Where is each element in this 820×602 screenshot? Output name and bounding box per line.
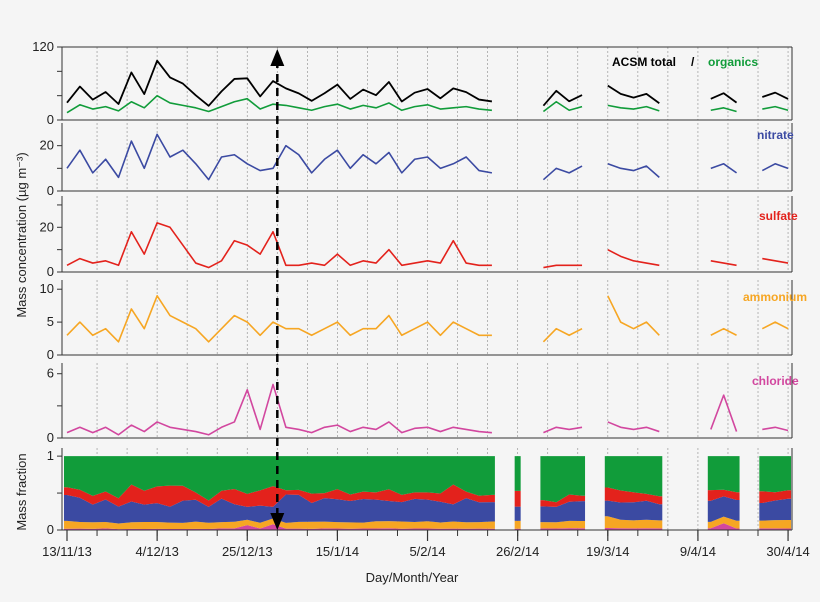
fraction-area-nitrate: [64, 494, 495, 524]
event-marker-arrow: [270, 49, 285, 530]
fraction-area-chloride: [64, 524, 495, 530]
fraction-area-sulfate: [540, 494, 586, 507]
fraction-area-ammonium: [514, 520, 521, 529]
fraction-area-organics: [604, 456, 663, 497]
fraction-area-ammonium: [707, 516, 740, 529]
fraction-area-chloride: [707, 523, 740, 530]
y-tick-label: 0: [47, 264, 54, 279]
fraction-area-ammonium: [604, 516, 663, 529]
fraction-area-ammonium: [759, 519, 792, 529]
y-tick-label: 20: [40, 219, 54, 234]
series-line-nitrate: [66, 133, 789, 181]
fraction-area-nitrate: [540, 501, 586, 523]
x-tick-label: 5/2/14: [409, 544, 445, 559]
y-axis-label: Mass concentration (µg m⁻³): [14, 152, 29, 317]
legend-chloride: chloride: [752, 374, 799, 388]
series-line-chloride: [66, 383, 789, 436]
fraction-area-organics: [540, 456, 586, 503]
legend-ammonium: ammonium: [743, 290, 807, 304]
y-tick-label: 0: [47, 347, 54, 362]
y-tick-label: 10: [40, 281, 54, 296]
x-tick-label: 15/1/14: [316, 544, 359, 559]
x-tick-label: 19/3/14: [586, 544, 629, 559]
data-marks: [64, 59, 792, 530]
fraction-area-sulfate: [514, 490, 521, 507]
x-tick-label: 13/11/13: [42, 544, 92, 559]
fraction-area-organics: [64, 456, 495, 501]
x-tick-label: 4/12/13: [135, 544, 178, 559]
legend-nitrate: nitrate: [757, 128, 794, 142]
series-line-ammonium: [66, 294, 789, 343]
y-tick-label: 0: [47, 522, 54, 537]
y-tick-label: 120: [32, 39, 54, 54]
fraction-area-sulfate: [707, 489, 740, 501]
x-axis-label: Day/Month/Year: [366, 570, 459, 585]
y-tick-label: 6: [47, 366, 54, 381]
arrow-down-icon: [270, 513, 285, 530]
y-tick-label: 0: [47, 430, 54, 445]
axes: 0 120 0 20 0 20 0 5 10 0 6 0 1 13/11/13 4/12/13 25/12/1…: [32, 39, 809, 559]
arrow-up-icon: [270, 49, 285, 66]
y-tick-label: 1: [47, 448, 54, 463]
fraction-area-nitrate: [707, 496, 740, 522]
fraction-area-sulfate: [64, 484, 495, 507]
fraction-area-nitrate: [514, 506, 521, 521]
y-tick-label: 0: [47, 112, 54, 127]
fraction-area-nitrate: [759, 498, 792, 521]
y-tick-label: 0: [47, 183, 54, 198]
x-tick-label: 25/12/13: [222, 544, 273, 559]
y-tick-label: 20: [40, 138, 54, 153]
series-line-sulfate: [66, 222, 789, 269]
fraction-area-sulfate: [604, 487, 663, 505]
series-line-organics: [66, 94, 789, 114]
y-tick-label: 5: [47, 314, 54, 329]
fraction-area-ammonium: [540, 520, 586, 529]
legend-organics: organics: [708, 55, 758, 69]
fraction-area-organics: [759, 456, 792, 493]
x-tick-label: 26/2/14: [496, 544, 539, 559]
legend-sulfate: sulfate: [759, 209, 798, 223]
x-tick-label: 9/4/14: [680, 544, 716, 559]
y-axis-label-fraction: Mass fraction: [14, 453, 29, 530]
x-tick-label: 30/4/14: [766, 544, 809, 559]
series-line-total: [66, 59, 789, 107]
legend-separator: /: [691, 55, 695, 69]
fraction-area-organics: [707, 456, 740, 493]
fraction-area-nitrate: [604, 500, 663, 521]
fraction-area-sulfate: [759, 490, 792, 504]
fraction-area-organics: [514, 456, 521, 491]
legend-total: ACSM total: [612, 55, 676, 69]
